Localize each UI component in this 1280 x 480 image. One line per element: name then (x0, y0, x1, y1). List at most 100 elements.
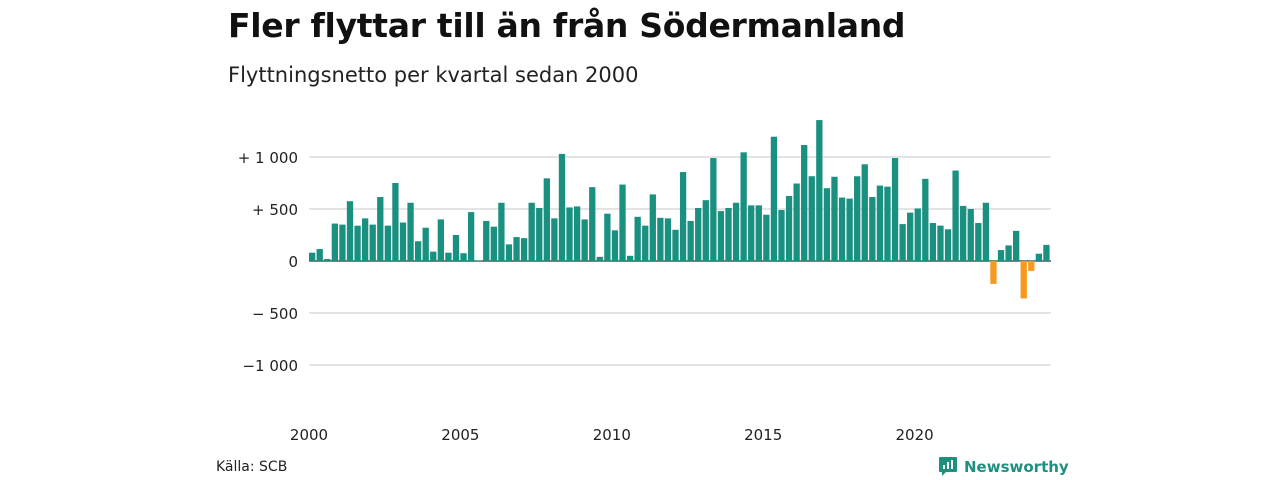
x-tick-label: 2015 (744, 426, 782, 444)
bar (566, 207, 573, 261)
bar (346, 201, 354, 261)
bar (702, 200, 709, 261)
bar (611, 230, 619, 261)
bar (407, 202, 414, 261)
bar (816, 120, 823, 261)
bar (770, 136, 778, 261)
bar (793, 183, 800, 261)
bar (309, 252, 316, 261)
bar (331, 223, 339, 261)
x-tick-label: 2010 (593, 426, 631, 444)
bar (384, 225, 391, 261)
brand-name: Newsworthy (964, 458, 1069, 476)
bar (664, 218, 672, 261)
bar (414, 241, 422, 261)
y-axis-ticks: + 1 000 + 500 0 − 500 −1 000 (238, 149, 298, 375)
x-tick-label: 2000 (290, 426, 328, 444)
bar-chart: + 1 000 + 500 0 − 500 −1 000 2000 2005 2010 201… (238, 120, 1051, 444)
bar (975, 223, 982, 261)
bar (399, 222, 407, 261)
bar (710, 158, 717, 261)
bar (324, 258, 331, 261)
bar (838, 197, 846, 261)
bar (1028, 261, 1035, 271)
bar (907, 212, 914, 261)
y-tick-label: − 500 (252, 305, 298, 323)
bar (952, 170, 959, 261)
bar (982, 202, 990, 261)
bar (445, 252, 452, 261)
bar (452, 235, 460, 261)
bar (937, 225, 944, 261)
bar (596, 256, 603, 261)
bar (558, 153, 566, 261)
bar (361, 218, 369, 261)
bar (725, 207, 732, 261)
bar (589, 187, 596, 261)
bar (316, 249, 323, 261)
bar (695, 207, 702, 261)
bar (717, 211, 725, 261)
bar (604, 213, 611, 261)
bar (1005, 245, 1012, 261)
y-tick-label: + 500 (252, 201, 298, 219)
bar (990, 261, 997, 284)
bar (785, 196, 793, 261)
bar (846, 198, 853, 261)
bar (1020, 261, 1027, 299)
bar (861, 164, 868, 261)
bar (581, 219, 588, 261)
bar (377, 197, 384, 261)
bar (422, 227, 429, 261)
bar (483, 220, 490, 261)
bar (854, 176, 861, 261)
x-tick-label: 2005 (441, 426, 479, 444)
bar (740, 152, 747, 261)
bar (642, 225, 649, 261)
bar (475, 260, 482, 262)
bar (763, 214, 770, 261)
bar (876, 185, 884, 261)
bar (619, 184, 626, 261)
bar (528, 202, 535, 261)
bars (309, 120, 1050, 299)
bar (914, 208, 921, 261)
bar (369, 224, 376, 261)
bar (1035, 253, 1043, 261)
bar (543, 178, 550, 261)
bar (869, 197, 876, 261)
bar (732, 202, 740, 261)
bar (520, 238, 528, 261)
chart-title: Fler flyttar till än från Södermanland (228, 6, 906, 45)
bar (460, 253, 467, 261)
x-axis-ticks: 2000 2005 2010 2015 2020 (290, 426, 934, 444)
bar (944, 229, 952, 261)
bar (755, 205, 762, 261)
bar (801, 145, 808, 261)
bar (649, 194, 656, 261)
chart-subtitle: Flyttningsnetto per kvartal sedan 2000 (228, 63, 639, 87)
bar (891, 158, 899, 261)
y-tick-label: −1 000 (242, 357, 298, 375)
bar (808, 176, 815, 261)
bar (430, 251, 437, 261)
bar (922, 178, 929, 261)
x-tick-label: 2020 (896, 426, 934, 444)
bar (437, 219, 444, 261)
bar (823, 188, 831, 261)
bar (679, 172, 687, 261)
bar (354, 225, 361, 261)
bar (339, 224, 346, 261)
bar (490, 226, 497, 261)
bar (505, 244, 513, 261)
bar (467, 212, 475, 261)
bar-chart-logo-icon (939, 457, 957, 476)
bar (1013, 230, 1020, 261)
bar (997, 250, 1005, 261)
bar (967, 209, 974, 261)
bar (687, 220, 694, 261)
bar (929, 223, 937, 261)
brand-logo[interactable]: Newsworthy (938, 456, 1069, 478)
bar (498, 202, 505, 261)
bar (672, 229, 679, 261)
